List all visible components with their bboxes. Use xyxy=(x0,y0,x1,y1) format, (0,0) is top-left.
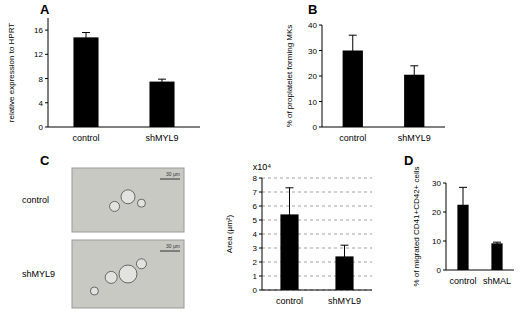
tick-label: 0 xyxy=(437,266,442,275)
y-axis-label: % of proplatelet forming MKs xyxy=(285,25,294,128)
grid-line xyxy=(262,206,372,207)
grid-line xyxy=(262,290,372,291)
error-bar xyxy=(410,66,418,84)
plot-area xyxy=(73,33,174,127)
cell xyxy=(105,271,117,283)
error-bar xyxy=(493,242,501,244)
tick-label: 12 xyxy=(34,50,43,59)
error-bar xyxy=(82,33,90,43)
tick-label: 1 xyxy=(253,272,258,281)
cell xyxy=(136,259,146,269)
cell xyxy=(137,199,145,207)
figure: ABCDcontrol30 µmshMYL930 µm0481216contro… xyxy=(0,0,520,315)
tick-label: 0 xyxy=(39,123,44,132)
panel-letter: C xyxy=(40,153,50,168)
tick-label: 4 xyxy=(253,230,258,239)
bar xyxy=(491,243,502,270)
cell xyxy=(90,287,98,295)
chart: 0 10 20 30 40 control shMYL9 % of proplatelet f… xyxy=(285,21,445,143)
x-axis xyxy=(322,127,445,128)
grid-line xyxy=(262,276,372,277)
panel-letter: D xyxy=(404,153,413,168)
chart: 0 10 20 30 control shMAL % of migrated CD41+CD… xyxy=(412,166,514,286)
cell xyxy=(121,190,135,204)
tick-label: 40 xyxy=(308,21,317,30)
y-axis xyxy=(48,18,49,127)
tick-label: 4 xyxy=(39,99,44,108)
axis-multiplier: x10⁴ xyxy=(253,162,272,172)
grid-line xyxy=(262,178,372,179)
category-label: shMYL9 xyxy=(145,133,178,143)
x-axis xyxy=(262,290,372,291)
tick-label: 10 xyxy=(432,237,441,246)
category-label: control xyxy=(449,276,476,286)
tick-label: 10 xyxy=(308,98,317,107)
scale-bar-label: 30 µm xyxy=(166,243,180,249)
panel-letter: B xyxy=(308,2,317,17)
grid-line xyxy=(262,220,372,221)
grid-line xyxy=(262,248,372,249)
category-label: control xyxy=(72,133,99,143)
category-label: control xyxy=(339,133,366,143)
plot-area xyxy=(280,188,353,290)
tick-label: 20 xyxy=(432,208,441,217)
x-axis xyxy=(446,270,514,271)
tick-label: 20 xyxy=(308,72,317,81)
category-label: shMYL9 xyxy=(398,133,431,143)
micrograph xyxy=(72,168,184,232)
grid-line xyxy=(262,262,372,263)
panel-letter: A xyxy=(40,2,50,17)
tick-label: 30 xyxy=(432,179,441,188)
error-bar xyxy=(459,187,467,222)
scale-bar-label: 30 µm xyxy=(166,171,180,177)
error-bar xyxy=(158,79,166,84)
error-bar xyxy=(341,245,349,267)
y-axis xyxy=(322,25,323,127)
tick-label: 8 xyxy=(39,75,44,84)
scale-bar xyxy=(160,251,180,252)
error-bar xyxy=(349,35,357,66)
micrograph xyxy=(72,240,184,308)
tick-label: 5 xyxy=(253,216,258,225)
chart: 0 4 8 12 16 control shMYL9 relative expression … xyxy=(7,18,200,143)
grid-line xyxy=(262,192,372,193)
tick-label: 2 xyxy=(253,258,258,267)
scale-bar xyxy=(160,179,180,180)
bar xyxy=(73,37,98,127)
tick-label: 7 xyxy=(253,188,258,197)
category-label: control xyxy=(276,296,303,306)
plot-area xyxy=(343,35,425,127)
tick-label: 8 xyxy=(253,174,258,183)
y-axis-label: relative expression to HPRT xyxy=(7,23,16,123)
category-label: shMAL xyxy=(483,276,511,286)
tick-label: 6 xyxy=(253,202,258,211)
error-bar xyxy=(286,188,294,241)
plot-area xyxy=(457,187,502,270)
tick-label: 16 xyxy=(34,26,43,35)
grid-line xyxy=(262,234,372,235)
cell xyxy=(110,201,120,211)
tick-label: 30 xyxy=(308,47,317,56)
micrograph-label: control xyxy=(22,195,49,205)
micrograph-label: shMYL9 xyxy=(22,269,55,279)
y-axis xyxy=(446,183,447,270)
tick-label: 0 xyxy=(253,286,258,295)
category-label: shMYL9 xyxy=(328,296,361,306)
y-axis xyxy=(262,178,263,290)
tick-label: 0 xyxy=(313,123,318,132)
x-axis xyxy=(48,127,200,128)
bar xyxy=(149,82,174,127)
chart: 0 1 2 3 4 5 6 7 8 control shMYL9 Area (µm²) x10⁴ xyxy=(225,162,372,306)
y-axis-label: Area (µm²) xyxy=(225,214,234,253)
cell xyxy=(119,265,137,283)
tick-label: 3 xyxy=(253,244,258,253)
y-axis-label: % of migrated CD41+CD42+ cells xyxy=(412,166,421,286)
